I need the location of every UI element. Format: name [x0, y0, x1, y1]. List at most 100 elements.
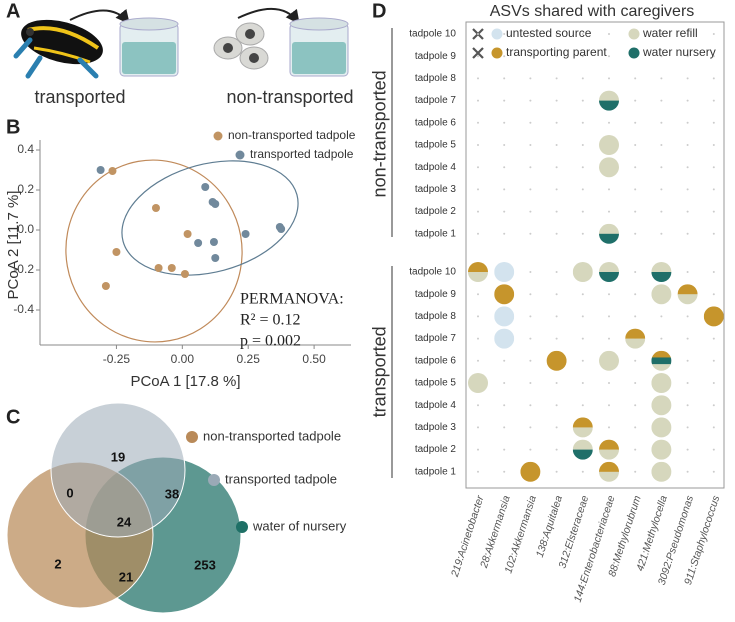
- grid-dot: [529, 166, 532, 169]
- cell-slice: [572, 262, 593, 282]
- y-tick-label: -0.4: [13, 302, 34, 316]
- grid-dot: [581, 144, 584, 146]
- grid-dot: [503, 55, 506, 58]
- cell-slice: [599, 461, 619, 473]
- grid-dot: [555, 315, 558, 318]
- grid-dot: [634, 293, 637, 296]
- grid-dot: [634, 166, 637, 169]
- grid-dot: [634, 359, 637, 362]
- legend-swatch: [235, 150, 245, 160]
- grid-dot: [529, 337, 532, 340]
- grid-dot: [660, 315, 663, 318]
- row-label: tadpole 2: [415, 444, 457, 455]
- cell-slice: [651, 395, 672, 416]
- venn-count: 38: [165, 486, 179, 501]
- cell-slice: [599, 157, 619, 178]
- legend-swatch: [236, 521, 248, 533]
- venn-count: 253: [194, 557, 216, 572]
- grid-dot: [529, 33, 532, 35]
- grid-dot: [477, 426, 479, 429]
- x-tick-label: 0.25: [237, 352, 261, 366]
- grid-dot: [660, 337, 663, 340]
- grid-dot: [503, 448, 506, 451]
- grid-dot: [503, 382, 506, 384]
- grid-dot: [555, 404, 558, 407]
- cell-slice: [599, 449, 619, 460]
- grid-dot: [529, 315, 532, 318]
- point: [201, 183, 210, 191]
- row-label: tadpole 2: [415, 206, 457, 217]
- grid-dot: [634, 99, 637, 102]
- grid-dot: [581, 121, 584, 124]
- legend-label: non-transported tadpole: [228, 128, 356, 142]
- grid-dot: [581, 232, 584, 235]
- grid-dot: [712, 271, 715, 273]
- point: [211, 254, 220, 262]
- grid-dot: [477, 166, 479, 169]
- cell-slice: [599, 350, 619, 371]
- ellipse: [121, 160, 299, 276]
- grid-dot: [477, 404, 479, 407]
- venn-count: 21: [119, 569, 133, 584]
- legend-swatch: [213, 131, 223, 141]
- cell: [599, 90, 619, 111]
- grid-dot: [529, 359, 532, 362]
- grid-dot: [660, 99, 663, 102]
- grid-dot: [634, 144, 637, 146]
- cell-slice: [599, 272, 619, 282]
- grid-dot: [686, 166, 689, 169]
- cell: [651, 350, 672, 371]
- venn-count: 0: [66, 485, 73, 500]
- annotation: R² = 0.12: [240, 312, 301, 329]
- grid-dot: [660, 232, 663, 235]
- grid-dot: [660, 166, 663, 169]
- grid-dot: [529, 404, 532, 407]
- grid-dot: [529, 210, 532, 213]
- grid-dot: [503, 33, 506, 35]
- panel-letter: A: [6, 0, 20, 22]
- cell-slice: [651, 357, 672, 365]
- legend-swatch: [491, 28, 503, 40]
- cell: [468, 373, 488, 393]
- cell: [677, 284, 698, 305]
- row-label: tadpole 6: [415, 117, 457, 128]
- row-label: tadpole 5: [415, 378, 457, 389]
- cell-slice: [572, 449, 593, 460]
- grid-dot: [608, 188, 610, 191]
- grid-dot: [634, 404, 637, 407]
- point: [151, 204, 160, 212]
- grid-dot: [581, 293, 584, 296]
- panel-letter: D: [372, 0, 386, 22]
- cell-slice: [599, 262, 619, 273]
- cell-slice: [651, 272, 672, 282]
- grid-dot: [686, 144, 689, 146]
- grid-dot: [634, 188, 637, 191]
- grid-dot: [503, 470, 506, 473]
- venn-count: 24: [117, 514, 132, 529]
- cell-slice: [651, 350, 672, 358]
- row-label: tadpole 10: [409, 267, 456, 278]
- grid-dot: [477, 232, 479, 235]
- cell-slice: [572, 427, 593, 438]
- grid-dot: [529, 293, 532, 296]
- grid-dot: [529, 121, 532, 124]
- cell-slice: [468, 373, 488, 393]
- cell-slice: [520, 461, 541, 482]
- grid-dot: [712, 121, 715, 124]
- grid-dot: [555, 271, 558, 273]
- cell: [703, 306, 724, 327]
- x-axis-label: PCoA 1 [17.8 %]: [130, 373, 240, 390]
- grid-dot: [712, 166, 715, 169]
- grid-dot: [686, 426, 689, 429]
- grid-dot: [477, 99, 479, 102]
- cell-slice: [625, 328, 646, 339]
- grid-dot: [686, 337, 689, 340]
- grid-dot: [581, 470, 584, 473]
- row-label: tadpole 4: [415, 162, 457, 173]
- grid-dot: [555, 77, 558, 80]
- grid-dot: [686, 271, 689, 273]
- grid-dot: [555, 232, 558, 235]
- grid-dot: [555, 188, 558, 191]
- grid-dot: [581, 359, 584, 362]
- grid-dot: [608, 121, 610, 124]
